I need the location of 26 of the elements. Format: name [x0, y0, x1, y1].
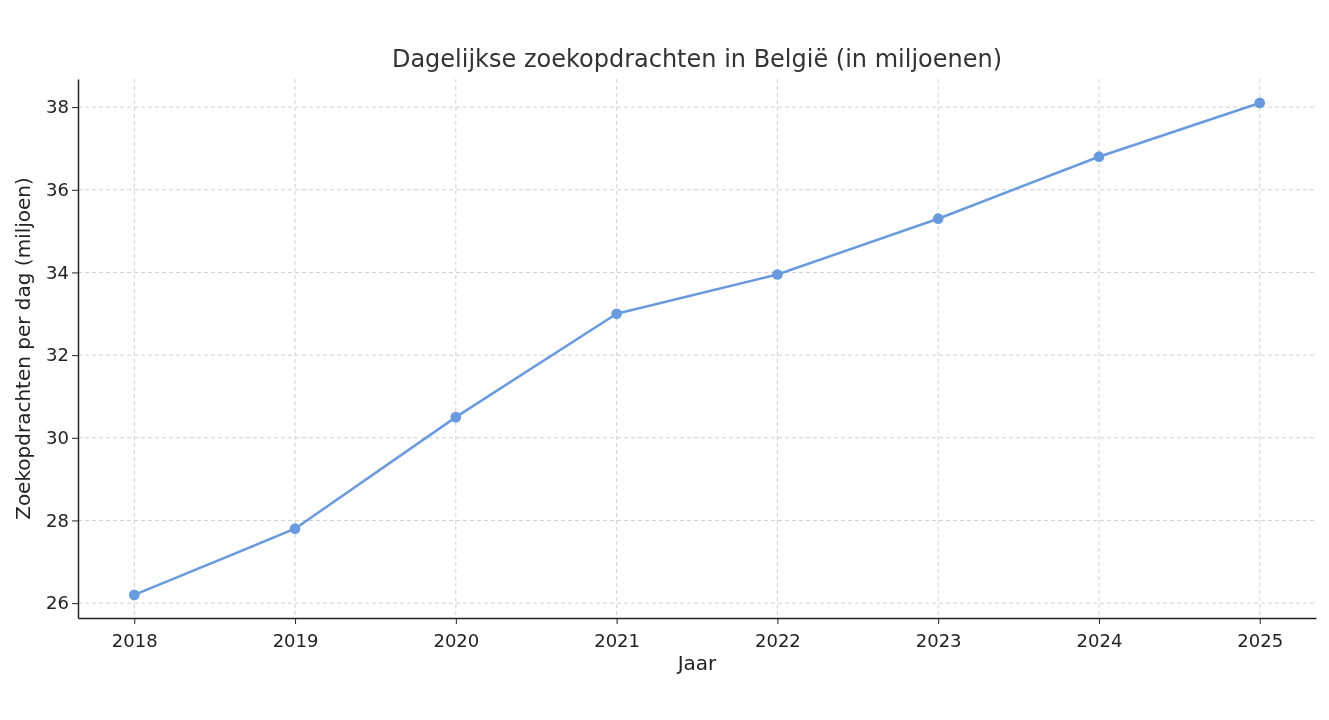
y-tick-label: 38 [46, 96, 69, 118]
y-tick-label: 34 [46, 261, 69, 283]
point [611, 308, 622, 320]
y-tick-label: 28 [46, 509, 69, 531]
y-tick-label: 30 [46, 427, 69, 449]
x-axis-title: Jaar [675, 651, 718, 675]
y-tick-label: 36 [46, 179, 69, 201]
point [450, 411, 462, 423]
point [932, 213, 944, 225]
x-tick-label: 2022 [754, 629, 801, 651]
x-tick-label: 2024 [1076, 629, 1123, 651]
x-tick-label: 2021 [594, 629, 641, 651]
x-tick-label: 2020 [433, 629, 480, 651]
x-tick-label: 2023 [915, 629, 962, 651]
point [289, 523, 301, 535]
y-tick-label: 26 [46, 592, 69, 614]
point [1093, 151, 1105, 163]
point [772, 269, 783, 280]
x-tick-label: 2018 [111, 629, 158, 651]
point [128, 589, 140, 601]
point [1254, 97, 1266, 109]
y-axis-title: Zoekopdrachten per dag (miljoen) [11, 177, 35, 520]
chart-title: Dagelijkse zoekopdrachten in België (in miljoenen) [391, 45, 1003, 73]
x-tick-label: 2019 [272, 629, 319, 651]
y-tick-label: 32 [46, 344, 69, 366]
x-tick-label: 2025 [1237, 629, 1284, 651]
